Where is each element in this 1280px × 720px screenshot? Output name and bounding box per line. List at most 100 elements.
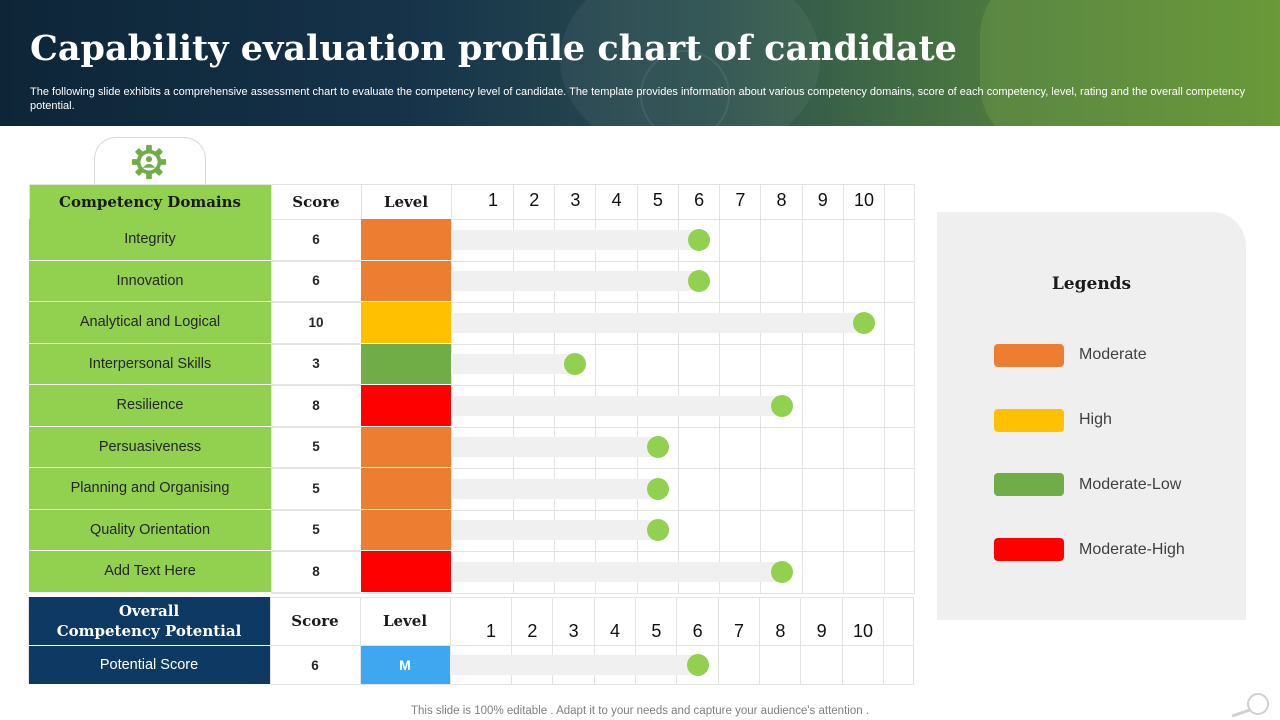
overall-x-tick-label-three: 3: [568, 621, 579, 641]
level-swatch: [361, 509, 451, 551]
domain-label: Integrity: [29, 219, 271, 261]
score-value: 5: [271, 510, 361, 551]
domain-label: Interpersonal Skills: [29, 343, 271, 385]
overall-x-tick-label-seven: 7: [733, 621, 745, 641]
domain-label: Planning and Organising: [29, 468, 271, 510]
grid-line-horizontal: [270, 684, 914, 685]
legend-swatch-moderate-high: [994, 538, 1064, 561]
grid-line-vertical: [635, 597, 636, 685]
x-tick-label-two: 2: [529, 190, 540, 210]
potential-score-value: 6: [311, 657, 319, 673]
x-tick-label-eight: 8: [776, 190, 787, 210]
grid-line-vertical: [451, 184, 452, 593]
overall-header-score: Score: [291, 612, 339, 630]
score-bar-track: [451, 271, 700, 292]
overall-x-tick-label-ten: 10: [852, 621, 874, 641]
footer-note: This slide is 100% editable . Adapt it t…: [410, 705, 869, 717]
score-bar-track: [451, 312, 864, 333]
grid-line-vertical: [843, 184, 844, 593]
grid-line-vertical: [552, 597, 553, 685]
level-swatch: [361, 260, 451, 302]
grid-line-horizontal: [271, 385, 915, 386]
grid-line-vertical: [842, 597, 843, 685]
level-swatch: [361, 468, 451, 510]
domain-label: Quality Orientation: [29, 509, 271, 551]
x-tick-label-five: 5: [652, 190, 663, 210]
score-bar-track: [451, 478, 658, 499]
grid-line-vertical: [718, 597, 719, 685]
grid-line-horizontal: [29, 184, 915, 185]
grid-line-horizontal: [271, 509, 915, 511]
grid-line-horizontal: [271, 592, 915, 594]
grid-line-vertical: [271, 184, 272, 593]
score-marker: [564, 353, 587, 376]
grid-line-horizontal: [271, 551, 915, 552]
overall-x-tick-label-nine: 9: [816, 621, 827, 641]
grid-line-vertical: [360, 597, 361, 685]
score-value: 10: [271, 302, 361, 344]
level-swatch: [361, 343, 451, 385]
score-marker: [853, 311, 875, 334]
grid-line-vertical: [883, 597, 884, 685]
overall-x-tick-label-eight: 8: [775, 621, 786, 641]
score-marker: [646, 477, 669, 500]
level-swatch: [361, 551, 451, 593]
grid-line-horizontal: [270, 597, 914, 598]
score-marker: [688, 270, 711, 293]
grid-line-vertical: [760, 184, 761, 593]
grid-line-vertical: [719, 184, 720, 593]
domain-label: Persuasiveness: [29, 426, 271, 468]
legend-swatch-moderate-low: [994, 473, 1064, 496]
overall-table: Overall Competency Potential Score Level…: [28, 597, 914, 685]
overall-x-tick-label-five: 5: [651, 621, 662, 641]
potential-level-badge: M: [360, 646, 450, 684]
score-marker: [646, 436, 669, 459]
score-marker: [646, 519, 669, 542]
grid-line-vertical: [513, 184, 514, 593]
legend-swatch-high: [994, 409, 1064, 432]
domain-label: Innovation: [29, 260, 271, 302]
level-swatch: [361, 219, 451, 261]
score-value: 8: [271, 551, 361, 593]
grid-line-vertical: [678, 184, 679, 593]
grid-line-horizontal: [271, 219, 915, 220]
overall-x-tick-label-six: 6: [692, 621, 703, 641]
score-bar-track: [451, 561, 782, 582]
score-value: 6: [271, 219, 361, 261]
grid-line-vertical: [511, 597, 512, 685]
header-score: Score: [292, 192, 340, 211]
potential-score-label: Potential Score: [28, 646, 270, 684]
grid-line-vertical: [595, 184, 596, 593]
page-subtitle: The following slide exhibits a comprehen…: [30, 86, 1246, 112]
score-marker: [770, 560, 793, 583]
score-bar-track: [451, 395, 782, 416]
score-bar-track: [451, 354, 576, 375]
page-title: Capability evaluation profile chart of c…: [30, 28, 957, 69]
level-swatch: [361, 385, 451, 427]
gear-person-icon: [131, 144, 167, 180]
grid-line-vertical: [884, 184, 885, 593]
legend-title: Legends: [1051, 274, 1132, 294]
header-level: Level: [383, 192, 429, 211]
grid-line-vertical: [676, 597, 677, 685]
grid-line-horizontal: [271, 468, 915, 469]
score-value: 6: [271, 261, 361, 302]
legend-label-high: High: [1079, 411, 1112, 428]
overall-x-tick-label-four: 4: [609, 621, 621, 641]
level-swatch: [361, 302, 451, 344]
grid-line-vertical: [554, 184, 555, 593]
score-bar-track: [451, 437, 658, 458]
legend-label-moderate: Moderate: [1079, 346, 1147, 363]
score-value: 3: [271, 344, 361, 385]
score-value: 8: [271, 385, 361, 427]
score-bar-track: [451, 520, 658, 541]
x-tick-label-one: 1: [487, 190, 499, 210]
grid-line-vertical: [800, 597, 801, 685]
grid-line-horizontal: [270, 645, 914, 646]
grid-line-vertical: [802, 184, 803, 593]
header-overall-competency-potential: Overall Competency Potential: [28, 597, 270, 645]
score-bar-track: [451, 229, 700, 250]
grid-line-vertical: [28, 597, 29, 685]
header-competency-domains: Competency Domains: [29, 184, 271, 219]
